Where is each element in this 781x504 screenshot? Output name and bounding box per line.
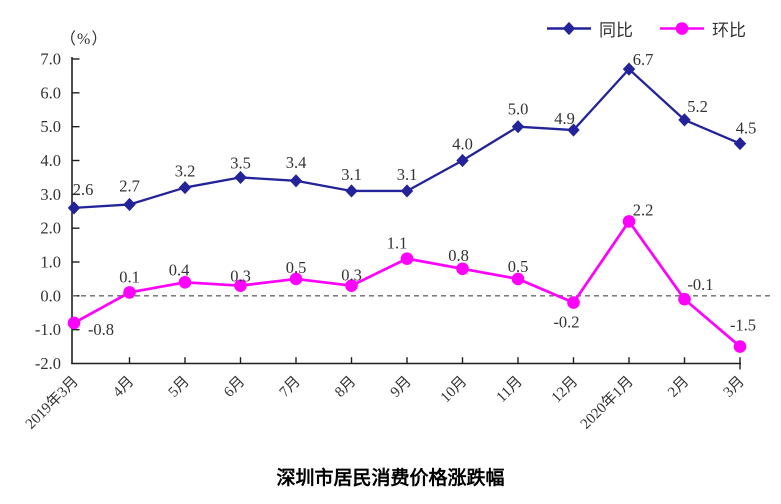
data-point-marker <box>511 120 525 134</box>
series-环比: -0.8 0.1 0.4 0.3 0.5 0.3 1.1 0.8 0.5 -0.2 2.2 -0.1 -… <box>67 200 756 353</box>
y-tick-label: 0.0 <box>40 286 61 305</box>
data-point-label: 0.8 <box>448 246 469 265</box>
data-point-label: 0.5 <box>508 257 529 276</box>
chart-legend: 同比 环比 <box>546 16 746 41</box>
x-tick-label: 9月 <box>388 374 415 401</box>
y-tick-label: 1.0 <box>40 253 61 272</box>
data-point-label: -1.5 <box>730 316 756 335</box>
y-tick-label: 2.0 <box>40 219 61 238</box>
x-tick-label: 10月 <box>438 374 471 407</box>
data-point-label: 3.1 <box>397 165 418 184</box>
data-point-marker <box>289 174 303 188</box>
data-point-label: 6.7 <box>633 50 654 69</box>
chart-title: 深圳市居民消费价格涨跌幅 <box>276 468 505 489</box>
y-tick-label: 3.0 <box>40 185 61 204</box>
data-point-marker <box>456 153 469 168</box>
data-point-marker <box>178 180 192 195</box>
data-point-label: 3.1 <box>341 165 362 184</box>
y-tick-label: -2.0 <box>35 354 61 373</box>
data-point-label: 0.4 <box>169 260 190 279</box>
legend-item-yoy: 同比 <box>546 16 633 41</box>
data-point-marker <box>733 136 747 151</box>
data-point-marker <box>234 170 247 185</box>
legend-mom-line-circle-icon <box>660 22 704 35</box>
data-point-label: 0.1 <box>119 267 140 286</box>
data-point-label: 5.0 <box>508 100 529 119</box>
x-tick-label: 5月 <box>166 374 193 401</box>
x-tick-label: 7月 <box>277 374 304 401</box>
x-tick-label: 6月 <box>221 374 248 401</box>
data-point-marker <box>511 272 525 286</box>
legend-label-mom: 环比 <box>712 21 746 40</box>
x-tick-label: 2020年1月 <box>577 373 637 433</box>
data-point-marker <box>345 184 358 198</box>
data-point-label: 1.1 <box>387 234 408 253</box>
y-tick-label: 5.0 <box>40 117 61 136</box>
data-point-label: 5.2 <box>687 97 708 116</box>
data-point-label: 3.2 <box>175 162 196 181</box>
x-tick-label: 2019年3月 <box>22 373 82 433</box>
x-tick-label: 3月 <box>721 374 748 401</box>
data-point-marker <box>289 272 303 286</box>
data-point-marker <box>123 286 136 299</box>
data-point-marker <box>234 279 247 292</box>
legend-label-yoy: 同比 <box>599 21 633 40</box>
x-tick-label: 2月 <box>665 374 692 401</box>
legend-item-mom: 环比 <box>659 16 746 41</box>
y-tick-label: 4.0 <box>40 151 61 170</box>
data-point-marker <box>567 123 580 137</box>
y-tick-label: 7.0 <box>40 50 61 69</box>
data-point-marker <box>562 21 576 36</box>
data-point-marker <box>567 296 580 309</box>
series-同比: 2.6 2.7 3.2 3.5 3.4 3.1 3.1 4.0 5.0 4.9 6.7 5.2 4.5 <box>67 50 757 215</box>
data-point-label: 0.3 <box>341 266 362 285</box>
data-point-label: -0.2 <box>553 313 579 332</box>
data-point-label: 0.5 <box>286 258 307 277</box>
data-point-marker <box>733 340 747 353</box>
data-point-marker <box>178 276 192 289</box>
data-point-marker <box>123 197 136 212</box>
x-tick-label: 12月 <box>549 374 582 407</box>
data-point-marker <box>622 215 636 228</box>
data-point-marker <box>345 279 358 292</box>
legend-yoy-line-diamond-icon <box>547 21 591 36</box>
data-point-marker <box>67 316 81 330</box>
data-point-marker <box>622 62 636 76</box>
y-axis-unit-label: （%） <box>60 31 109 48</box>
data-point-label: 4.0 <box>452 135 473 154</box>
data-point-label: -0.8 <box>88 320 114 339</box>
data-point-label: 4.9 <box>554 109 575 128</box>
data-point-label: 4.5 <box>736 119 757 138</box>
x-tick-label: 4月 <box>110 374 137 401</box>
data-point-label: 2.2 <box>633 200 654 219</box>
data-point-marker <box>675 22 689 35</box>
y-tick-label: -1.0 <box>35 320 61 339</box>
data-point-marker <box>67 201 81 215</box>
data-point-marker <box>456 262 469 276</box>
data-point-marker <box>400 184 414 198</box>
data-point-marker <box>400 252 414 265</box>
data-point-label: 0.3 <box>230 267 251 286</box>
data-point-label: 2.7 <box>119 176 140 195</box>
data-point-marker <box>678 113 691 127</box>
data-point-label: 3.4 <box>286 153 307 172</box>
x-tick-label: 11月 <box>494 374 526 406</box>
data-point-label: 2.6 <box>73 180 94 199</box>
x-tick-label: 8月 <box>332 374 359 401</box>
y-tick-label: 6.0 <box>40 83 61 102</box>
data-point-marker <box>678 292 691 306</box>
data-point-label: -0.1 <box>687 275 713 294</box>
data-point-label: 3.5 <box>230 153 251 172</box>
